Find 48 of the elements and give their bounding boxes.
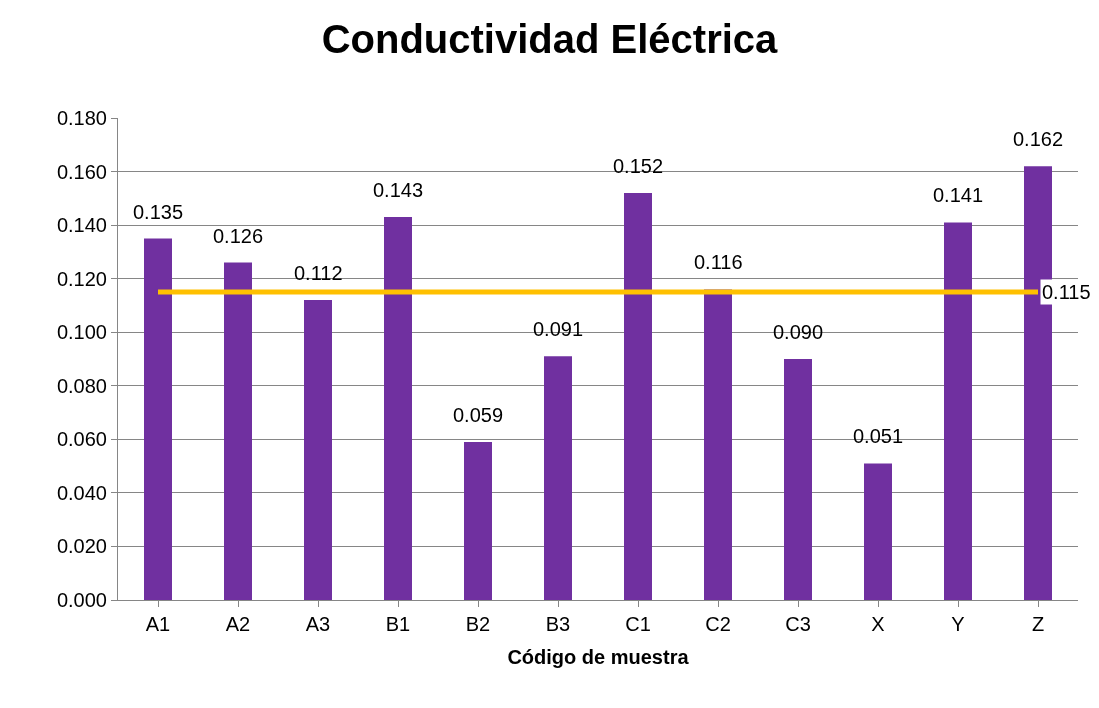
bar bbox=[464, 442, 492, 600]
x-tick-label: A3 bbox=[305, 613, 331, 635]
x-tick-label: X bbox=[871, 613, 885, 635]
data-label: 0.143 bbox=[373, 179, 424, 201]
x-tick-label: Z bbox=[1031, 613, 1045, 635]
data-label: 0.059 bbox=[453, 404, 504, 426]
ref-line-label: 0.115 bbox=[1042, 281, 1091, 303]
bar bbox=[544, 356, 572, 600]
y-tick-label: 0.140 bbox=[56, 214, 107, 237]
data-label: 0.141 bbox=[933, 184, 984, 206]
x-tick-label: A1 bbox=[145, 613, 171, 635]
bar bbox=[944, 222, 972, 600]
x-tick-label: B1 bbox=[385, 613, 411, 635]
x-tick-label: A2 bbox=[225, 613, 251, 635]
bar bbox=[384, 217, 412, 600]
y-tick-label: 0.100 bbox=[56, 321, 107, 344]
bar bbox=[144, 238, 172, 600]
data-label: 0.162 bbox=[1013, 128, 1064, 150]
y-tick-label: 0.020 bbox=[56, 535, 107, 558]
y-tick-label: 0.040 bbox=[56, 481, 107, 504]
x-tick-label: C2 bbox=[705, 613, 731, 635]
data-label: 0.051 bbox=[853, 425, 904, 447]
data-label: 0.090 bbox=[773, 321, 824, 343]
y-tick-label: 0.120 bbox=[56, 267, 107, 290]
bar bbox=[224, 262, 252, 600]
data-label: 0.112 bbox=[294, 262, 343, 284]
y-tick-label: 0.060 bbox=[56, 428, 107, 451]
y-tick-label: 0.160 bbox=[56, 160, 107, 183]
y-tick-label: 0.080 bbox=[56, 374, 107, 397]
data-label: 0.091 bbox=[533, 318, 584, 340]
bar bbox=[864, 463, 892, 600]
data-label: 0.116 bbox=[694, 251, 743, 273]
x-tick-label: B3 bbox=[545, 613, 571, 635]
data-label: 0.152 bbox=[613, 155, 664, 177]
chart-title: Conductividad Eléctrica bbox=[321, 16, 779, 61]
bar bbox=[784, 359, 812, 600]
y-tick-label: 0.000 bbox=[56, 589, 107, 611]
bar bbox=[624, 192, 652, 600]
x-tick-label: B2 bbox=[465, 613, 491, 635]
data-label: 0.126 bbox=[213, 225, 264, 247]
bar bbox=[704, 289, 732, 600]
x-tick-label: C1 bbox=[625, 613, 651, 635]
x-tick-label: C3 bbox=[785, 613, 811, 635]
bar bbox=[304, 300, 332, 600]
y-tick-label: 0.180 bbox=[56, 107, 107, 129]
x-axis-title: Código de muestra bbox=[507, 645, 690, 668]
x-tick-label: Y bbox=[951, 613, 965, 635]
data-label: 0.135 bbox=[133, 201, 184, 223]
